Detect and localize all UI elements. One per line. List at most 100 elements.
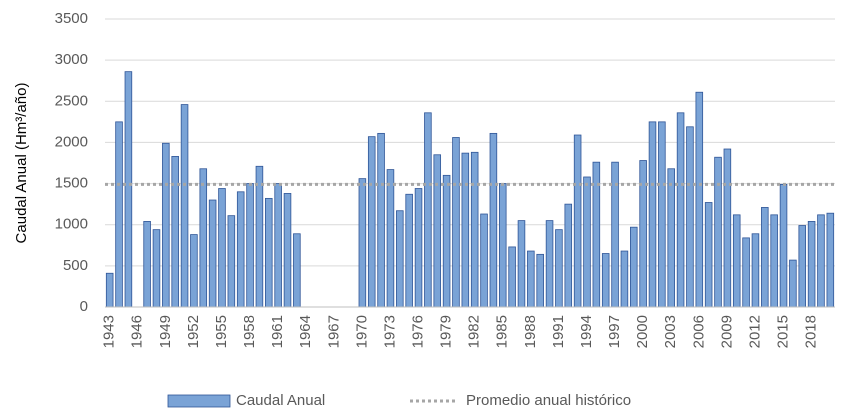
x-tick-label: 1994	[578, 315, 595, 348]
x-tick-label: 2018	[803, 315, 820, 348]
bar	[489, 132, 498, 308]
bar	[527, 250, 535, 308]
bar	[779, 183, 788, 308]
x-tick-label: 1964	[297, 315, 314, 348]
bar	[227, 215, 236, 308]
bar	[723, 148, 732, 308]
legend-label: Caudal Anual	[236, 392, 325, 409]
bar	[601, 253, 610, 308]
bar	[246, 183, 254, 308]
bar	[583, 176, 591, 308]
x-tick-label: 1979	[438, 315, 455, 348]
bar	[732, 214, 741, 308]
bar	[152, 229, 161, 308]
bar	[115, 121, 123, 308]
bar	[358, 178, 367, 308]
bar	[236, 191, 245, 308]
bar	[714, 156, 722, 308]
y-axis-label: Caudal Anual (Hm³/año)	[13, 83, 30, 244]
x-tick-label: 2015	[774, 315, 791, 348]
x-tick-label: 2003	[662, 315, 679, 348]
bar	[798, 225, 807, 308]
y-tick-label: 2500	[55, 92, 88, 109]
x-tick-label: 2006	[690, 315, 707, 348]
x-tick-label: 1970	[353, 315, 370, 348]
bar	[124, 71, 133, 308]
bar	[639, 160, 647, 308]
bar	[190, 234, 198, 308]
bar	[789, 259, 797, 308]
bar	[555, 229, 563, 308]
y-tick-label: 1500	[55, 175, 88, 192]
bar	[658, 121, 666, 308]
x-tick-label: 1961	[269, 315, 286, 348]
x-tick-label: 1946	[129, 315, 146, 348]
bar	[414, 188, 423, 308]
bar	[686, 126, 694, 308]
bar	[498, 183, 507, 308]
y-tick-label: 3500	[55, 10, 88, 27]
bar	[461, 152, 470, 308]
legend-label: Promedio anual histórico	[466, 392, 631, 409]
bar	[742, 237, 750, 308]
bar	[545, 220, 554, 308]
x-tick-label: 1976	[409, 315, 426, 348]
y-tick-label: 0	[80, 298, 88, 315]
bar	[433, 154, 442, 308]
x-tick-label: 1952	[185, 315, 202, 348]
bar	[386, 169, 395, 308]
bar	[396, 210, 404, 308]
bar	[377, 132, 385, 308]
bar	[405, 193, 413, 308]
bar	[218, 188, 226, 308]
bar	[274, 183, 282, 308]
bar	[536, 253, 544, 308]
x-tick-label: 1982	[466, 315, 483, 348]
x-tick-label: 1985	[494, 315, 511, 348]
bar	[667, 168, 675, 308]
x-tick-label: 2012	[746, 315, 763, 348]
bar	[180, 104, 189, 308]
x-tick-label: 1973	[381, 315, 398, 348]
bar	[171, 156, 179, 308]
bar	[770, 214, 778, 308]
y-tick-label: 500	[63, 257, 88, 274]
bar	[442, 174, 451, 308]
bar	[648, 121, 657, 308]
bar	[105, 272, 114, 308]
x-tick-label: 1955	[213, 315, 230, 348]
y-tick-label: 2000	[55, 133, 88, 150]
bar	[620, 250, 629, 308]
bar	[826, 212, 835, 308]
bar	[676, 112, 685, 308]
bar	[695, 91, 704, 308]
bar	[162, 142, 170, 308]
bar	[208, 199, 217, 308]
bar	[293, 233, 301, 308]
bar	[817, 214, 825, 308]
x-tick-label: 1958	[241, 315, 258, 348]
x-tick-label: 1988	[522, 315, 539, 348]
bar	[807, 221, 816, 308]
x-tick-label: 2009	[718, 315, 735, 348]
x-tick-label: 2000	[634, 315, 651, 348]
bar	[255, 165, 264, 308]
bar	[751, 233, 760, 308]
bar	[452, 137, 460, 308]
legend-swatch	[167, 394, 231, 408]
x-tick-label: 1991	[550, 315, 567, 348]
x-tick-label: 1967	[325, 315, 342, 348]
bar	[564, 203, 573, 308]
bar	[517, 220, 526, 308]
bar	[143, 221, 151, 308]
bar	[470, 151, 479, 308]
x-tick-label: 1943	[101, 315, 118, 348]
bar	[424, 112, 432, 308]
bar	[573, 134, 582, 308]
bar	[480, 213, 488, 308]
y-tick-label: 1000	[55, 216, 88, 233]
x-tick-label: 1997	[606, 315, 623, 348]
bar	[283, 193, 292, 308]
y-tick-label: 3000	[55, 51, 88, 68]
